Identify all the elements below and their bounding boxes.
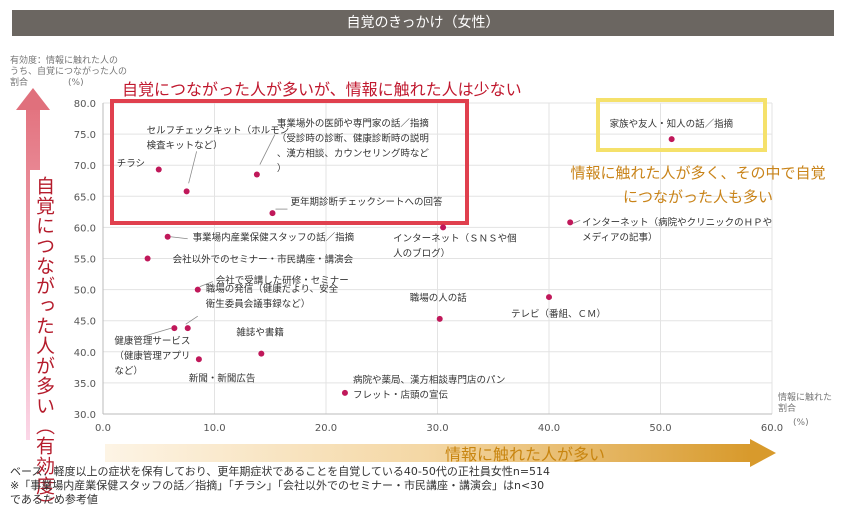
data-point — [546, 294, 552, 301]
data-point — [440, 224, 447, 231]
y-tick-label: 45.0 — [74, 317, 96, 328]
data-point — [144, 255, 151, 262]
data-label: インターネット（ＳＮＳや個人のブログ） — [393, 232, 517, 259]
data-label: 事業場内産業保健スタッフの話／指摘 — [193, 232, 355, 244]
data-label: 職場の発信（健康だより、安全衛生委員会議事録など） — [206, 283, 339, 310]
x-tick-label: 10.0 — [203, 423, 225, 434]
data-label: 職場の人の話 — [410, 292, 468, 304]
data-label: 雑誌や書籍 — [236, 327, 284, 339]
leader-line — [170, 236, 188, 240]
callout-orange: 情報に触れた人が多く、その中で自覚につながった人も多い — [570, 164, 826, 206]
y-tick-label: 80.0 — [74, 99, 96, 110]
footnote-line: であるため参考値 — [10, 493, 98, 506]
y-tick-label: 40.0 — [74, 348, 96, 359]
data-point — [341, 389, 348, 396]
y-axis-caption: 有効度：情報に触れた人の うち、自覚につながった人の 割合 — [10, 56, 128, 88]
data-point — [567, 219, 574, 226]
y-tick-label: 65.0 — [74, 192, 96, 203]
data-point — [195, 356, 202, 363]
footnote: ベース：軽度以上の症状を保有しており、更年期症状であることを自覚している40-5… — [10, 465, 550, 507]
leader-line — [199, 281, 213, 287]
data-point — [194, 286, 201, 293]
footnote-line: ※「事業場内産業保健スタッフの話／指摘」「チラシ」「会社以外でのセミナー・市民講… — [10, 479, 545, 492]
data-point — [269, 210, 276, 217]
data-label: 病院や薬局、漢方相談専門店のパンフレット・店頭の宣伝 — [353, 374, 505, 401]
x-arrow-body — [105, 444, 750, 462]
x-tick-label: 20.0 — [315, 423, 337, 434]
headline-red: 自覚につながった人が多いが、情報に触れた人は少ない — [122, 80, 522, 99]
data-label: 新聞・新聞広告 — [189, 372, 256, 384]
y-tick-label: 60.0 — [74, 223, 96, 234]
data-label: 事業場外の医師や専門家の話／指摘（受診時の診断、健康診断時の説明、漢方相談、カウ… — [277, 118, 430, 175]
x-tick-label: 60.0 — [761, 423, 783, 434]
data-point — [164, 233, 171, 240]
data-label: 健康管理サービス（健康管理アプリなど） — [114, 335, 190, 377]
y-axis-label: 自覚につながった人が多い（有効度） — [30, 170, 58, 520]
footnote-line: ベース：軽度以上の症状を保有しており、更年期症状であることを自覚している40-5… — [10, 465, 551, 478]
y-axis-unit: (%) — [68, 78, 84, 88]
data-point — [184, 325, 191, 332]
data-point — [155, 166, 162, 173]
data-point — [668, 136, 675, 143]
data-point — [171, 325, 178, 332]
x-tick-label: 0.0 — [95, 423, 111, 434]
highlight-box-yellow — [596, 98, 767, 152]
y-tick-label: 35.0 — [74, 379, 96, 390]
x-axis-label: 情報に触れた人が多い — [445, 445, 606, 464]
data-label: 会社で受講した研修・セミナー — [216, 275, 349, 287]
y-tick-label: 30.0 — [74, 410, 96, 421]
data-point — [183, 188, 190, 195]
x-tick-label: 40.0 — [538, 423, 560, 434]
data-label: インターネット（病院やクリニックのＨＰやメディアの記事） — [582, 216, 772, 243]
chart-title: 自覚のきっかけ（女性） — [12, 10, 834, 36]
y-tick-label: 50.0 — [74, 286, 96, 297]
x-axis-caption: 情報に触れた 割合 — [778, 393, 833, 414]
data-label: チラシ — [117, 159, 145, 170]
data-point — [253, 171, 260, 178]
x-tick-label: 30.0 — [426, 423, 448, 434]
leader-line — [144, 327, 172, 337]
x-arrow-head — [750, 439, 776, 467]
x-axis-unit: (%) — [793, 418, 809, 428]
data-label: 家族や友人・知人の話／指摘 — [610, 118, 734, 130]
leader-line — [185, 315, 198, 325]
y-arrow-head — [16, 88, 50, 110]
data-point — [258, 350, 265, 357]
y-tick-label: 75.0 — [74, 130, 96, 141]
data-point — [436, 315, 443, 322]
leader-line — [259, 134, 276, 165]
data-label: テレビ（番組、ＣＭ） — [511, 308, 606, 320]
leader-line — [188, 151, 198, 184]
data-label: セルフチェックキット（ホルモン検査キットなど） — [147, 124, 290, 151]
y-tick-label: 70.0 — [74, 161, 96, 172]
leader-line — [573, 220, 581, 224]
highlight-box-red — [110, 99, 469, 225]
data-label: 更年期診断チェックシートへの回答 — [290, 196, 443, 208]
y-tick-label: 55.0 — [74, 255, 96, 266]
x-tick-label: 50.0 — [649, 423, 671, 434]
data-label: 会社以外でのセミナー・市民講座・講演会 — [173, 254, 354, 266]
